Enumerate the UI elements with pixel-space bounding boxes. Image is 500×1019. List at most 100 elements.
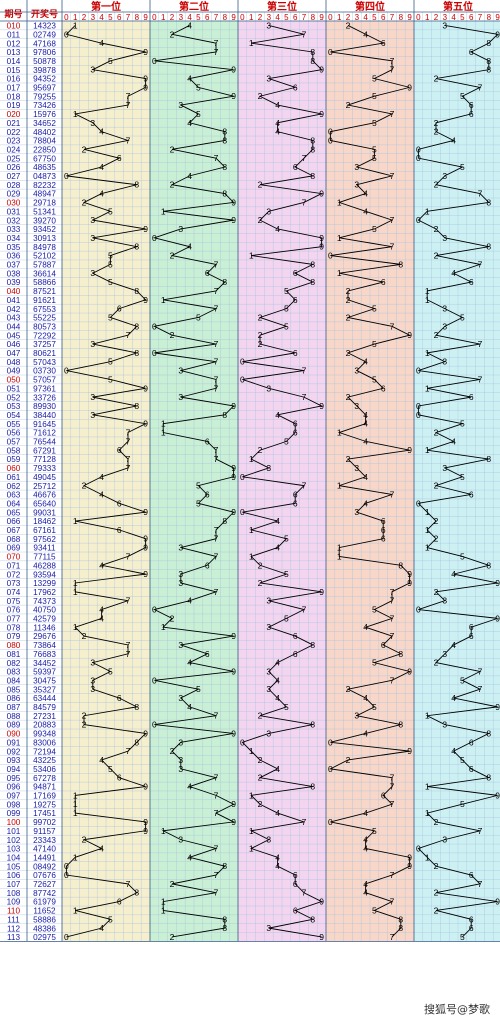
digit-mark-3: 7 — [302, 366, 307, 376]
issue-label: 025 — [7, 154, 21, 163]
digit-header-5-8: 8 — [487, 13, 492, 22]
digit-mark-4: 6 — [381, 534, 386, 544]
digit-mark-3: 1 — [249, 454, 254, 464]
digit-mark-4: 5 — [372, 658, 377, 668]
issue-label: 062 — [7, 482, 21, 491]
digit-mark-2: 3 — [178, 392, 183, 402]
digit-mark-1: 2 — [82, 720, 87, 730]
digit-mark-4: 3 — [354, 401, 359, 411]
grid-lines — [0, 12, 500, 942]
digit-mark-1: 9 — [143, 728, 148, 738]
digit-mark-4: 4 — [363, 693, 368, 703]
draw-number: 39878 — [33, 66, 56, 75]
draw-number: 50878 — [33, 57, 56, 66]
digit-mark-3: 3 — [266, 835, 271, 845]
digit-mark-4: 0 — [328, 135, 333, 145]
digit-mark-1: 0 — [64, 29, 69, 39]
digit-mark-1: 6 — [117, 693, 122, 703]
digit-header-3-6: 6 — [293, 13, 298, 22]
digit-mark-4: 0 — [328, 764, 333, 774]
digit-mark-1: 1 — [73, 587, 78, 597]
digit-mark-1: 4 — [99, 605, 104, 615]
issue-label: 035 — [7, 243, 21, 252]
issue-label: 021 — [7, 119, 21, 128]
digit-mark-1: 7 — [126, 91, 131, 101]
digit-mark-3: 0 — [240, 472, 245, 482]
digit-mark-5: 7 — [478, 374, 483, 384]
digit-mark-2: 8 — [222, 914, 227, 924]
digit-mark-2: 9 — [231, 463, 236, 473]
issue-label: 058 — [7, 446, 21, 455]
digit-mark-2: 0 — [152, 675, 157, 685]
digit-mark-2: 2 — [170, 180, 175, 190]
digit-mark-5: 8 — [486, 728, 491, 738]
draw-number: 46676 — [33, 491, 56, 500]
draw-number: 79255 — [33, 92, 56, 101]
digit-mark-4: 7 — [390, 321, 395, 331]
digit-header-5-0: 0 — [416, 13, 421, 22]
digit-mark-1: 3 — [90, 392, 95, 402]
digit-header-3-5: 5 — [284, 13, 289, 22]
digit-mark-4: 5 — [372, 702, 377, 712]
digit-mark-4: 4 — [363, 498, 368, 508]
issue-label: 073 — [7, 579, 21, 588]
digit-mark-3: 6 — [293, 498, 298, 508]
issue-label: 070 — [7, 553, 21, 562]
draw-number: 57043 — [33, 358, 56, 367]
draw-number: 94352 — [33, 75, 56, 84]
digit-mark-5: 6 — [469, 764, 474, 774]
digit-mark-2: 3 — [178, 737, 183, 747]
digit-mark-2: 4 — [187, 242, 192, 252]
frame-lines — [0, 0, 500, 942]
draw-number: 33726 — [33, 393, 56, 402]
issue-label: 053 — [7, 402, 21, 411]
digit-mark-3: 8 — [310, 259, 315, 269]
digit-mark-4: 4 — [363, 206, 368, 216]
issue-label: 066 — [7, 517, 21, 526]
digit-mark-3: 3 — [266, 684, 271, 694]
digit-mark-5: 3 — [442, 233, 447, 243]
digit-mark-2: 4 — [187, 20, 192, 30]
draw-number: 18462 — [33, 517, 56, 526]
digit-mark-1: 3 — [90, 268, 95, 278]
digit-mark-5: 3 — [442, 321, 447, 331]
digit-header-2-1: 1 — [161, 13, 166, 22]
digit-mark-3: 9 — [319, 109, 324, 119]
digit-header-2-5: 5 — [196, 13, 201, 22]
digit-mark-5: 8 — [486, 56, 491, 66]
digit-mark-4: 5 — [372, 905, 377, 915]
digit-mark-2: 5 — [196, 684, 201, 694]
digit-mark-4: 4 — [363, 835, 368, 845]
digit-mark-1: 5 — [108, 374, 113, 384]
issue-label: 090 — [7, 730, 21, 739]
digit-mark-4: 2 — [346, 286, 351, 296]
issue-label: 048 — [7, 358, 21, 367]
digit-mark-2: 4 — [187, 74, 192, 84]
issue-label: 109 — [7, 898, 21, 907]
digit-mark-2: 7 — [214, 587, 219, 597]
digit-mark-3: 9 — [319, 401, 324, 411]
digit-mark-2: 7 — [214, 383, 219, 393]
draw-number: 97562 — [33, 535, 56, 544]
digit-mark-5: 4 — [451, 640, 456, 650]
issue-label: 041 — [7, 296, 21, 305]
issue-label: 093 — [7, 756, 21, 765]
digit-mark-5: 5 — [460, 312, 465, 322]
digit-mark-2: 9 — [231, 401, 236, 411]
digit-mark-4: 7 — [390, 613, 395, 623]
digit-mark-1: 9 — [143, 419, 148, 429]
digit-mark-5: 5 — [460, 91, 465, 101]
digit-mark-2: 7 — [214, 888, 219, 898]
digit-mark-5: 1 — [425, 383, 430, 393]
digit-header-2-4: 4 — [187, 13, 192, 22]
digit-mark-5: 2 — [434, 817, 439, 827]
digit-mark-4: 5 — [372, 144, 377, 154]
digit-mark-4: 1 — [337, 428, 342, 438]
digit-mark-3: 8 — [310, 914, 315, 924]
digit-mark-4: 4 — [363, 843, 368, 853]
issue-label: 060 — [7, 464, 21, 473]
digit-mark-3: 0 — [240, 737, 245, 747]
digit-mark-4: 1 — [337, 481, 342, 491]
digit-mark-1: 4 — [99, 923, 104, 933]
draw-number: 67553 — [33, 305, 56, 314]
